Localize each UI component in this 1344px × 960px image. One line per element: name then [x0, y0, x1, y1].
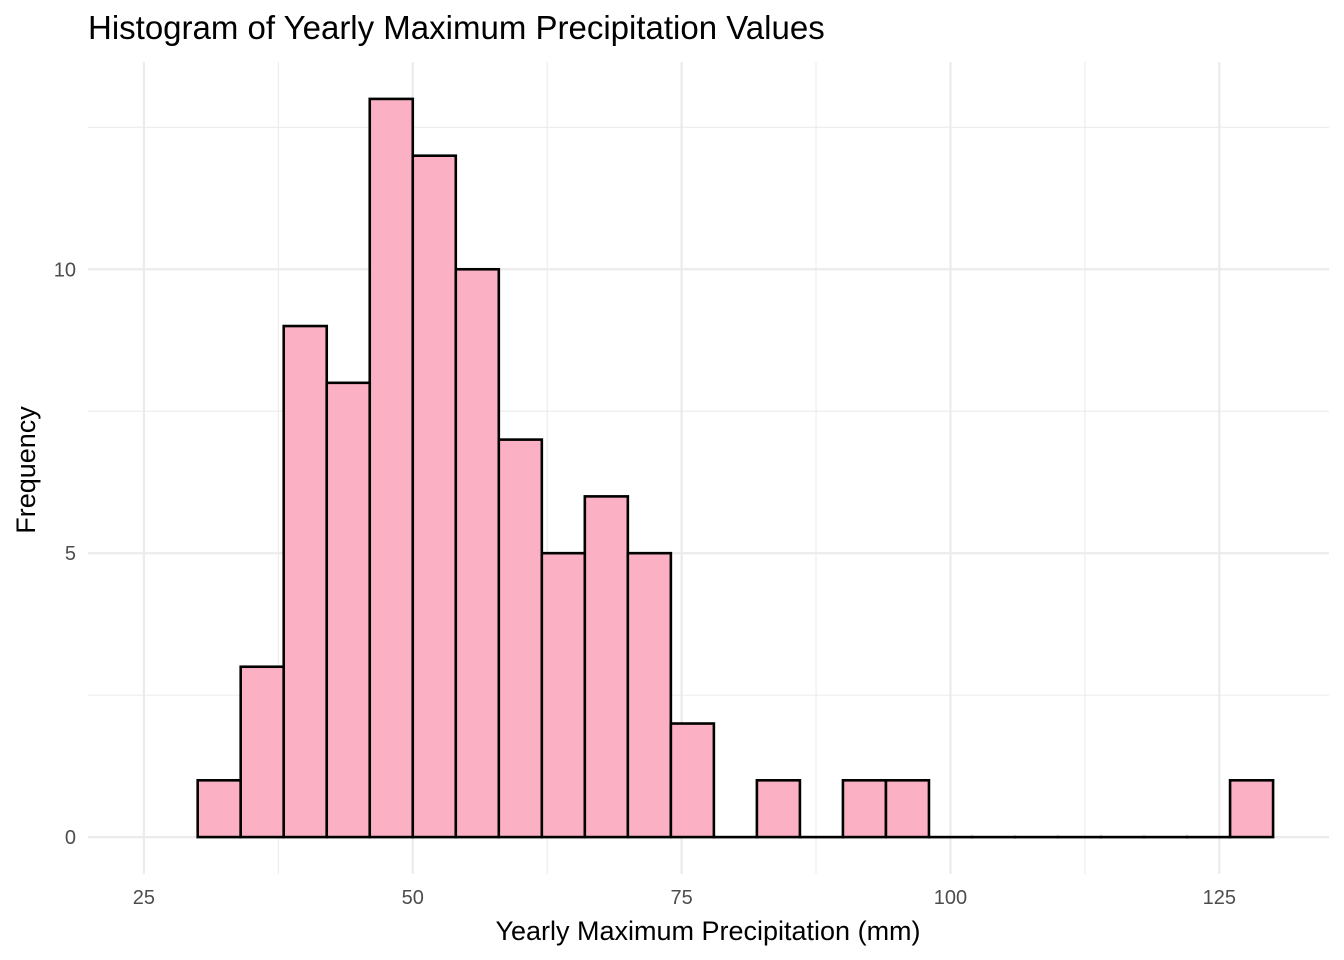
histogram-bar — [325, 381, 372, 839]
x-axis-ticks: 25 50 75 100 125 — [133, 887, 1236, 909]
histogram-bar — [626, 551, 673, 839]
x-tick-label: 25 — [133, 887, 155, 909]
histogram-bar — [884, 779, 931, 839]
histogram-bar — [841, 779, 888, 839]
histogram-bar — [196, 779, 243, 839]
histogram-bar — [583, 495, 630, 839]
x-tick-label: 50 — [402, 887, 424, 909]
histogram-bar — [497, 438, 544, 839]
x-tick-label: 75 — [670, 887, 692, 909]
histogram-bar — [368, 97, 415, 839]
histogram-bar — [454, 267, 501, 839]
chart-title: Histogram of Yearly Maximum Precipitatio… — [88, 9, 825, 46]
y-tick-label: 10 — [54, 259, 76, 281]
bars-layer — [196, 97, 1275, 839]
y-axis-title: Frequency — [11, 406, 41, 534]
histogram-bar — [1228, 779, 1275, 839]
histogram-bar — [411, 154, 458, 839]
histogram-bar — [755, 779, 802, 839]
x-tick-label: 125 — [1203, 887, 1236, 909]
histogram-bar — [282, 324, 329, 839]
y-axis-ticks: 0 5 10 — [54, 259, 76, 849]
histogram-bar — [540, 551, 587, 839]
histogram-bar — [669, 722, 716, 839]
x-axis-title: Yearly Maximum Precipitation (mm) — [495, 916, 920, 946]
x-tick-label: 100 — [934, 887, 967, 909]
y-tick-label: 5 — [65, 543, 76, 565]
histogram-bar — [239, 665, 286, 839]
y-tick-label: 0 — [65, 827, 76, 849]
